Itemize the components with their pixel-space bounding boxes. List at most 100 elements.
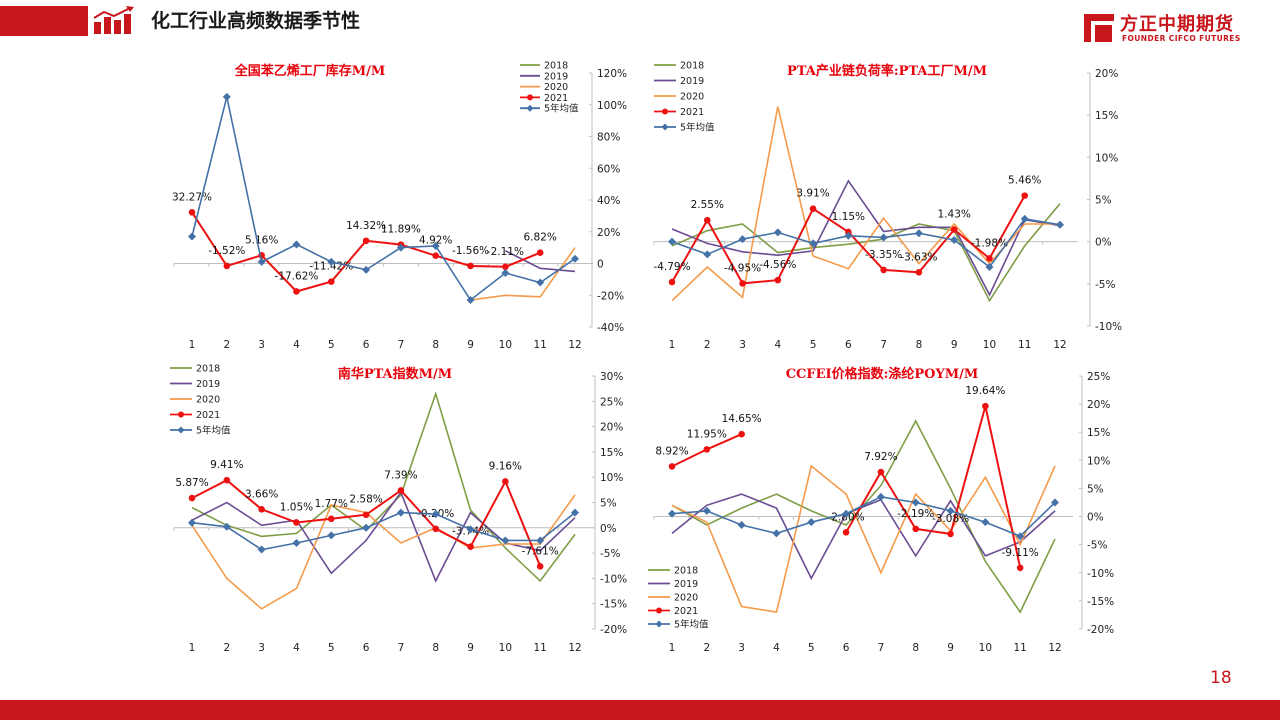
legend-marker-2021: [178, 411, 184, 418]
point-avg: [985, 262, 994, 271]
point-2021: [327, 278, 335, 285]
x-tick-label: 3: [258, 642, 265, 654]
y-tick-label: -20%: [597, 290, 624, 302]
y-tick-label: 15%: [1087, 427, 1110, 439]
series-line-2019: [671, 179, 1061, 297]
point-avg: [431, 510, 440, 519]
data-label: -2.11%: [487, 246, 524, 258]
y-tick-label: -10%: [600, 573, 627, 585]
series-line-2019: [671, 493, 1056, 581]
point-2021: [502, 263, 509, 271]
point-avg: [981, 518, 990, 527]
x-tick-label: 9: [467, 339, 474, 351]
x-tick-label: 3: [738, 642, 745, 654]
x-tick-label: 8: [916, 339, 923, 351]
x-tick-label: 3: [258, 339, 265, 351]
data-label: 9.41%: [210, 459, 243, 471]
point-avg: [946, 506, 955, 515]
legend-label: 2021: [196, 410, 220, 421]
y-tick-label: 20%: [597, 227, 620, 239]
point-avg: [1020, 214, 1029, 223]
data-label: -4.79%: [653, 261, 690, 273]
legend-label: 2021: [674, 606, 698, 617]
point-avg: [879, 233, 888, 242]
point-2021: [739, 280, 746, 287]
y-tick-label: 5%: [1087, 483, 1104, 495]
x-tick-label: 2: [703, 642, 710, 654]
x-tick-label: 4: [293, 339, 300, 351]
x-tick-label: 10: [499, 642, 512, 654]
chart-title: PTA产业链负荷率:PTA工厂M/M: [787, 63, 987, 79]
x-tick-label: 4: [773, 642, 780, 654]
series-line-2020: [671, 106, 1060, 302]
x-tick-label: 12: [1053, 339, 1066, 351]
x-tick-label: 6: [363, 642, 370, 654]
data-label: 1.05%: [280, 501, 313, 513]
point-avg: [292, 240, 301, 249]
data-label: 1.43%: [938, 209, 971, 221]
point-2021: [915, 268, 923, 276]
y-tick-label: 0%: [600, 523, 617, 535]
data-label: 6.82%: [524, 232, 557, 244]
x-tick-label: 1: [189, 642, 196, 654]
point-avg: [501, 269, 510, 278]
data-label: 2.55%: [691, 199, 724, 211]
series-line-2020: [470, 247, 576, 301]
point-avg: [222, 92, 231, 101]
point-2021: [362, 511, 370, 519]
y-tick-label: 0%: [1095, 237, 1112, 249]
y-tick-label: -20%: [600, 624, 627, 636]
point-avg: [188, 518, 196, 527]
data-label: -9.11%: [1002, 547, 1039, 559]
legend-label: 5年均值: [544, 103, 579, 115]
y-tick-label: 25%: [1087, 371, 1110, 383]
y-tick-label: -40%: [597, 322, 624, 334]
point-avg: [431, 242, 440, 251]
point-avg: [396, 508, 405, 517]
data-label: 1.77%: [315, 498, 348, 510]
point-2021: [950, 226, 958, 233]
x-tick-label: 7: [398, 339, 405, 351]
legend-label: 2021: [544, 93, 568, 104]
point-avg: [914, 229, 923, 238]
point-2021: [738, 430, 745, 438]
legend-label: 2020: [196, 395, 220, 406]
legend-label: 2020: [674, 593, 698, 604]
point-avg: [536, 278, 545, 287]
point-2021: [668, 463, 676, 470]
point-2021: [223, 262, 231, 270]
x-tick-label: 9: [951, 339, 958, 351]
legend-label: 2018: [544, 61, 568, 72]
point-2021: [1016, 564, 1024, 572]
data-label: 19.64%: [965, 385, 1005, 397]
header-accent-bar: [0, 6, 88, 36]
data-label: -1.98%: [971, 237, 1008, 249]
y-tick-label: 15%: [1095, 110, 1118, 122]
point-2021: [1021, 192, 1029, 199]
point-avg: [222, 522, 231, 531]
x-tick-label: 8: [912, 642, 919, 654]
page-title: 化工行业高频数据季节性: [151, 10, 361, 32]
x-tick-label: 12: [568, 339, 581, 351]
point-2021: [397, 487, 405, 494]
chart-title: 南华PTA指数M/M: [338, 366, 452, 382]
point-avg: [536, 536, 545, 545]
x-tick-label: 6: [363, 339, 370, 351]
point-2021: [467, 543, 474, 551]
data-label: 14.32%: [346, 220, 386, 232]
point-avg: [950, 235, 959, 244]
y-tick-label: 40%: [597, 195, 620, 207]
data-label: 14.65%: [722, 413, 762, 425]
point-avg: [807, 518, 816, 527]
legend-label: 2018: [196, 364, 220, 375]
y-tick-label: 10%: [1087, 455, 1110, 467]
data-label: -1.52%: [208, 245, 245, 257]
data-label: -3.08%: [932, 513, 969, 525]
point-2021: [703, 216, 711, 224]
point-avg: [292, 538, 301, 547]
data-label: -2.19%: [897, 508, 934, 520]
series-line-avg: [191, 511, 576, 551]
point-2021: [947, 530, 954, 538]
point-avg: [773, 228, 782, 237]
x-tick-label: 11: [533, 642, 546, 654]
